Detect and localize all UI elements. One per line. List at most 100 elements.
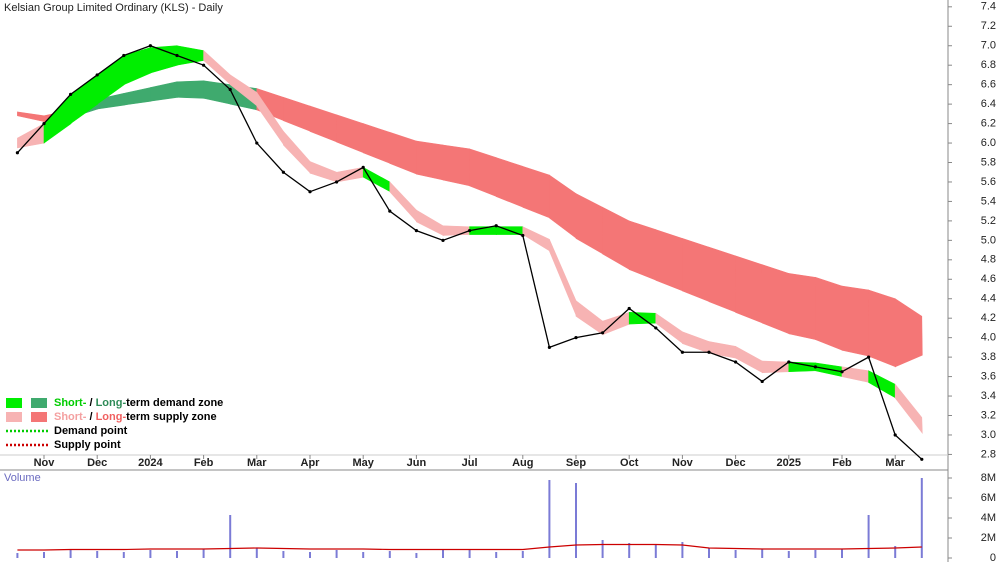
volume-bar: [761, 549, 764, 558]
price-point: [734, 360, 738, 364]
y-tick-label: 5.0: [981, 234, 996, 246]
volume-bar: [388, 551, 391, 558]
long-term-zone: [761, 264, 790, 335]
price-point: [228, 87, 232, 92]
volume-bar: [255, 548, 258, 558]
volume-bar: [229, 515, 232, 558]
volume-average: [17, 543, 922, 551]
price-point: [760, 379, 764, 384]
volume-bar: [575, 483, 577, 558]
legend-text: /: [86, 411, 95, 423]
price-point: [494, 224, 498, 228]
price-point: [361, 165, 365, 169]
legend-text: /: [86, 397, 95, 409]
price-point: [521, 233, 525, 238]
price-point: [281, 170, 285, 174]
price-point: [627, 306, 631, 311]
legend-entry: Short- / Long-term demand zone: [54, 397, 223, 409]
long-term-zone: [176, 80, 205, 99]
y2-tick-label: 4M: [981, 512, 996, 524]
chart-title: Kelsian Group Limited Ordinary (KLS) - D…: [4, 2, 223, 14]
x-tick-label: Apr: [301, 457, 321, 469]
price-point: [920, 457, 924, 461]
legend-text: Demand point: [54, 425, 128, 437]
volume-bar: [548, 480, 551, 558]
x-tick-label: Dec: [87, 457, 107, 469]
y-tick-label: 3.8: [981, 351, 996, 363]
price-point: [122, 53, 126, 58]
x-tick-label: Aug: [512, 457, 533, 469]
long-term-zone: [628, 220, 657, 281]
legend-text: Long-: [96, 411, 127, 423]
legend-text: term demand zone: [126, 397, 223, 409]
x-tick-label: Nov: [34, 457, 56, 469]
y2-tick-label: 0: [990, 552, 996, 562]
price-point: [388, 209, 392, 213]
price-point: [441, 238, 445, 242]
y-tick-label: 6.4: [981, 98, 996, 110]
y2-tick-label: 2M: [981, 532, 996, 544]
legend-entry: Short- / Long-term supply zone: [54, 411, 217, 423]
volume-bar: [708, 548, 710, 558]
price-point: [175, 53, 179, 58]
price-point: [813, 365, 818, 369]
legend-text: Long-: [96, 397, 127, 409]
y-tick-label: 7.2: [981, 20, 996, 32]
price-point: [547, 345, 552, 349]
volume-bar: [69, 549, 72, 558]
x-tick-label: 2024: [138, 457, 163, 469]
volume-bar: [16, 553, 19, 558]
short-term-zone: [442, 225, 471, 236]
y-tick-label: 5.4: [981, 195, 996, 207]
price-point: [654, 326, 658, 330]
legend-swatch: [6, 412, 22, 422]
volume-bar: [787, 551, 790, 558]
volume-bar: [681, 542, 684, 558]
long-term-zone: [442, 144, 471, 187]
volume-bar: [841, 549, 843, 558]
price-point: [601, 331, 605, 335]
x-tick-label: Feb: [194, 457, 214, 469]
price-point: [335, 180, 339, 184]
x-tick-label: Dec: [726, 457, 746, 469]
short-term-zone: [894, 383, 923, 434]
price-point: [707, 350, 711, 354]
long-term-zone: [841, 285, 870, 357]
legend-swatch: [31, 412, 47, 422]
long-term-zone: [894, 298, 923, 368]
price-point: [148, 44, 152, 48]
price-point: [15, 151, 19, 155]
legend-text: Short-: [54, 397, 87, 409]
y-tick-label: 3.6: [981, 370, 996, 382]
volume-bar: [335, 550, 338, 558]
y-tick-label: 4.2: [981, 312, 996, 324]
price-point: [95, 73, 99, 77]
legend-swatch: [6, 398, 22, 408]
volume-bar: [521, 551, 524, 558]
x-tick-label: Nov: [672, 457, 694, 469]
y-tick-label: 3.4: [981, 390, 996, 402]
x-tick-label: Mar: [885, 457, 905, 469]
legend-text: Short-: [54, 411, 87, 423]
y-tick-label: 6.2: [981, 117, 996, 129]
long-term-zone: [682, 237, 710, 303]
x-tick-label: May: [352, 457, 374, 469]
y-tick-label: 7.0: [981, 40, 996, 52]
price-point: [308, 190, 312, 194]
legend-swatch: [31, 398, 47, 408]
price-point: [787, 360, 791, 364]
volume-bar: [43, 552, 45, 558]
volume-bar: [628, 543, 631, 558]
legend-text: term supply zone: [126, 411, 216, 423]
y-tick-label: 7.4: [981, 1, 996, 13]
price-point: [255, 141, 259, 145]
price-point: [840, 370, 844, 374]
volume-bar: [734, 550, 737, 558]
x-tick-label: Oct: [620, 457, 639, 469]
legend-text: Supply point: [54, 439, 121, 451]
price-point: [414, 229, 418, 233]
y-tick-label: 6.0: [981, 137, 996, 149]
volume-label: Volume: [4, 472, 41, 484]
long-term-zone: [655, 229, 684, 292]
